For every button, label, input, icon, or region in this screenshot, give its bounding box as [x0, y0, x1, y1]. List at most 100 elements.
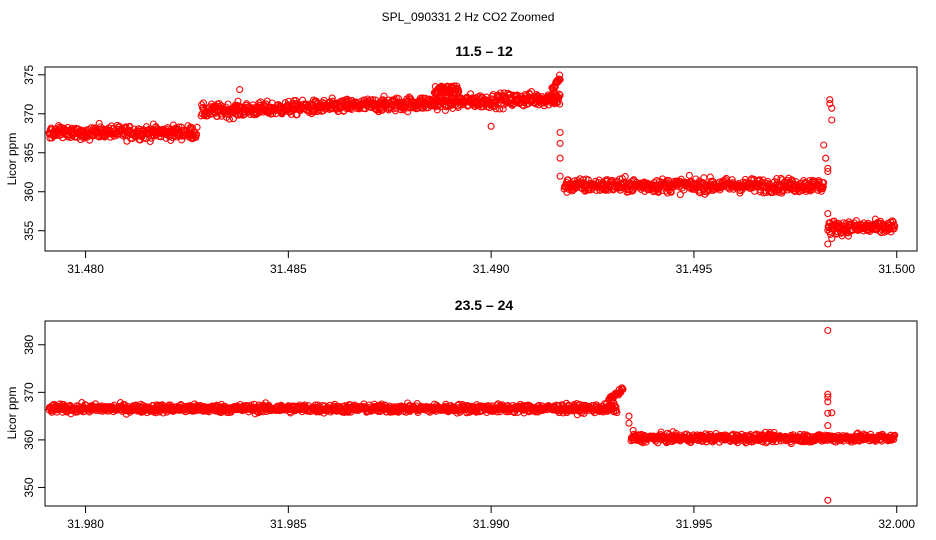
bottom-panel-data-point	[824, 326, 832, 335]
top-panel-title: 11.5 – 12	[455, 43, 513, 59]
top-panel-data-point	[309, 106, 317, 114]
top-panel-data-point	[556, 128, 564, 137]
top-panel-data-point	[555, 95, 563, 103]
top-panel-data-point	[66, 133, 75, 142]
top-panel-y-tick-label: 375	[22, 64, 36, 84]
top-panel-y-tick-label: 370	[22, 103, 36, 123]
top-panel-data-point	[820, 179, 828, 187]
bottom-panel-x-tick-label: 31.995	[676, 517, 713, 531]
top-panel-x-tick-label: 31.485	[270, 262, 307, 276]
bottom-panel-data-point	[824, 393, 832, 401]
top-panel-data-point	[193, 130, 201, 139]
bottom-panel-data-point	[629, 426, 637, 434]
bottom-panel-data-point	[625, 412, 633, 420]
top-panel-data-point	[215, 99, 223, 108]
bottom-panel-title: 23.5 – 24	[455, 297, 514, 313]
top-panel-data-point	[890, 221, 898, 229]
bottom-panel-x-tick-label: 32.000	[878, 517, 915, 531]
top-panel-data-point	[556, 91, 564, 99]
bottom-panel-data-point	[824, 496, 832, 504]
top-panel-data-point	[584, 176, 592, 184]
top-panel-data-point	[555, 90, 563, 98]
bottom-panel-y-axis: 350 360 370 380	[22, 334, 45, 497]
top-panel-data-point	[832, 219, 841, 227]
top-panel-x-tick-label: 31.480	[67, 262, 104, 276]
top-panel-x-tick-label: 31.490	[473, 262, 510, 276]
top-panel-data-point	[828, 234, 836, 243]
top-panel-data-point	[852, 217, 860, 225]
top-panel-data-point	[556, 172, 564, 180]
top-panel-data-point	[824, 167, 832, 176]
top-panel-data-point	[556, 100, 564, 108]
bottom-panel-points	[45, 326, 899, 504]
top-panel-data-point	[728, 176, 736, 184]
top-panel-x-axis: 31.480 31.485 31.490 31.495 31.500	[67, 251, 915, 276]
bottom-panel-y-tick-label: 370	[22, 382, 36, 402]
figure-title: SPL_090331 2 Hz CO2 Zoomed	[382, 10, 555, 24]
top-panel-data-point	[685, 171, 693, 179]
top-panel-y-tick-label: 355	[22, 220, 36, 240]
bottom-panel-data-point	[824, 409, 832, 417]
top-panel-data-point	[819, 183, 827, 191]
top-panel-data-point	[824, 240, 832, 248]
top-panel-data-point	[828, 104, 836, 112]
top-panel-data-point	[163, 124, 172, 132]
top-panel-data-point	[554, 98, 562, 106]
top-panel-data-point	[550, 86, 558, 94]
bottom-panel-frame	[44, 320, 918, 507]
top-panel-data-point	[95, 119, 103, 127]
bottom-panel-data-point	[613, 409, 621, 417]
top-panel-data-point	[487, 122, 495, 130]
top-panel-data-point	[193, 123, 201, 131]
top-panel-data-point	[499, 105, 507, 113]
top-panel-data-point	[556, 154, 564, 162]
top-panel-data-point	[556, 76, 564, 84]
top-panel-data-point	[676, 191, 684, 199]
top-panel-data-point	[826, 96, 834, 104]
bottom-panel-data-point	[824, 422, 832, 430]
bottom-panel-y-tick-label: 350	[22, 477, 36, 497]
bottom-panel-y-tick-label: 360	[22, 430, 36, 450]
top-panel-data-point	[199, 99, 207, 107]
top-panel-data-point	[824, 164, 832, 172]
top-panel-data-point	[706, 173, 714, 181]
top-panel-data-point	[556, 139, 564, 147]
top-panel-data-point	[824, 210, 832, 218]
top-panel-data-point	[489, 91, 497, 99]
top-panel-data-point	[540, 102, 548, 110]
bottom-panel-x-tick-label: 31.980	[67, 517, 104, 531]
top-panel-data-point	[828, 116, 836, 124]
bottom-panel-x-tick-label: 31.990	[473, 517, 510, 531]
bottom-panel-data-point	[828, 409, 836, 417]
top-panel-data-point	[236, 86, 244, 94]
top-panel: 11.5 – 12 Licor ppm 31.480 31.485 31.490 31…	[5, 43, 918, 276]
bottom-panel-y-tick-label: 380	[22, 334, 36, 354]
bottom-panel-data-point	[890, 435, 898, 443]
top-panel-x-tick-label: 31.500	[878, 262, 915, 276]
bottom-panel-data-point	[625, 419, 633, 427]
top-panel-y-tick-label: 360	[22, 181, 36, 201]
top-panel-data-point	[891, 222, 899, 230]
top-panel-data-point	[844, 232, 852, 240]
top-panel-data-point	[777, 174, 785, 182]
top-panel-ylabel: Licor ppm	[5, 133, 19, 186]
top-panel-data-point	[453, 84, 461, 92]
top-panel-data-point	[667, 188, 675, 196]
top-panel-data-point	[369, 96, 377, 104]
top-panel-y-tick-label: 365	[22, 142, 36, 162]
bottom-panel-x-tick-label: 31.985	[270, 517, 307, 531]
bottom-panel-x-axis: 31.980 31.985 31.990 31.995 32.000	[67, 506, 915, 531]
bottom-panel-data-point	[619, 385, 627, 393]
top-panel-data-point	[890, 225, 898, 233]
bottom-panel-data-point	[657, 428, 665, 436]
top-panel-points	[45, 71, 899, 248]
top-panel-data-point	[225, 115, 233, 123]
bottom-panel-data-point	[824, 398, 832, 406]
bottom-panel-data-point	[824, 390, 832, 398]
top-panel-data-point	[822, 154, 830, 162]
top-panel-frame	[44, 66, 918, 252]
top-panel-data-point	[343, 95, 351, 103]
bottom-panel: 23.5 – 24 Licor ppm 31.980 31.985 31.990 31…	[5, 297, 918, 531]
top-panel-data-point	[556, 71, 564, 79]
